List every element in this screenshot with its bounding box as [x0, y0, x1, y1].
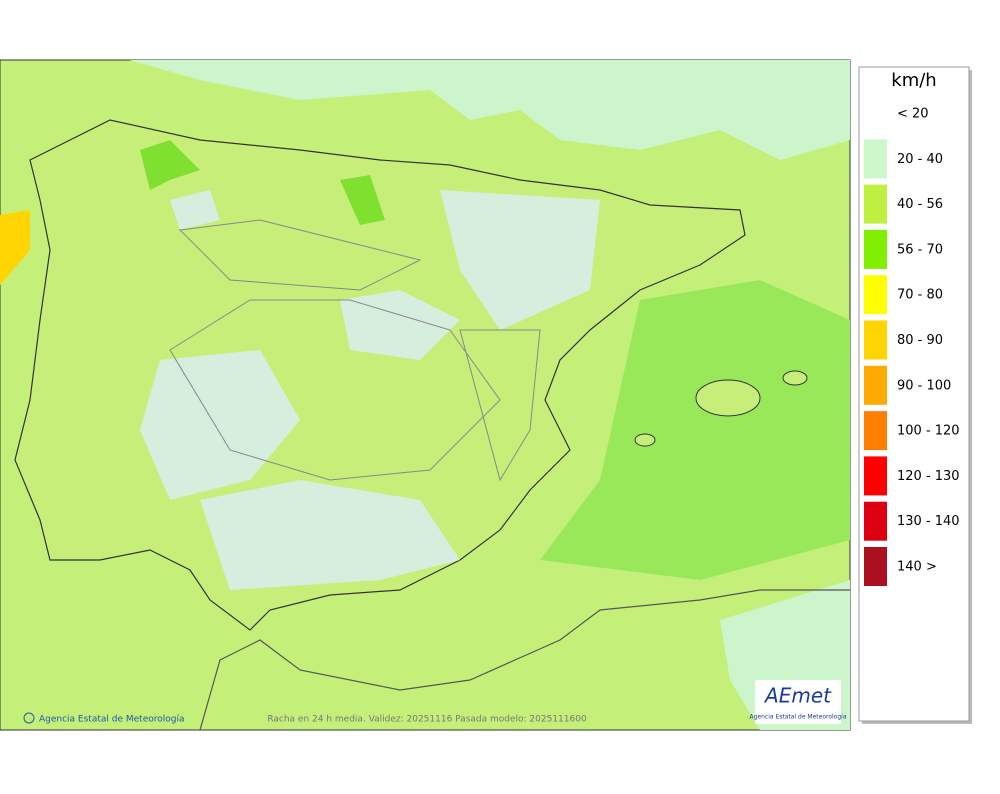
legend-swatch [864, 184, 887, 224]
legend-swatch [864, 365, 887, 405]
legend-swatch [864, 229, 887, 269]
island [695, 379, 761, 417]
caption: Racha en 24 h media. Validez: 20251116 P… [267, 715, 587, 725]
legend-swatch [864, 320, 887, 360]
legend-label: 90 - 100 [897, 378, 951, 393]
legend-label: 120 - 130 [897, 469, 960, 484]
legend-label: 70 - 80 [897, 288, 943, 303]
sea-calm [130, 60, 850, 160]
legend-label: 100 - 120 [897, 424, 960, 439]
legend-swatch [864, 139, 887, 179]
sea-windy [540, 280, 850, 580]
legend-swatch [864, 456, 887, 496]
island [634, 433, 656, 447]
legend-swatch [864, 411, 887, 451]
logo: AEmet [763, 684, 832, 708]
copyright-icon [23, 712, 35, 724]
credit: Agencia Estatal de Meteorología [39, 715, 185, 725]
map: Agencia Estatal de Meteorología Racha en… [0, 59, 851, 731]
legend-swatch [864, 275, 887, 315]
legend-swatch [864, 501, 887, 541]
legend-label: 40 - 56 [897, 197, 943, 212]
island [782, 370, 808, 386]
legend-label: 140 > [897, 560, 937, 575]
legend-label: 20 - 40 [897, 152, 943, 167]
legend-label: 56 - 70 [897, 242, 943, 257]
province-border [169, 219, 541, 482]
logo-subtitle: Agencia Estatal de Meteorología [750, 714, 847, 721]
legend-label: 80 - 90 [897, 333, 943, 348]
legend-label: 130 - 140 [897, 514, 960, 529]
calm-zone [140, 190, 600, 590]
logo-box [755, 680, 841, 724]
legend-swatch [864, 547, 887, 586]
legend-label: < 20 [897, 107, 929, 122]
legend-title: km/h [891, 70, 936, 91]
windy-zone [140, 140, 385, 225]
sea-strong [0, 210, 30, 285]
africa-coast [199, 589, 850, 731]
legend: km/h < 20 20 - 40 40 - 56 56 - 70 70 - 80 80 … [858, 66, 972, 724]
